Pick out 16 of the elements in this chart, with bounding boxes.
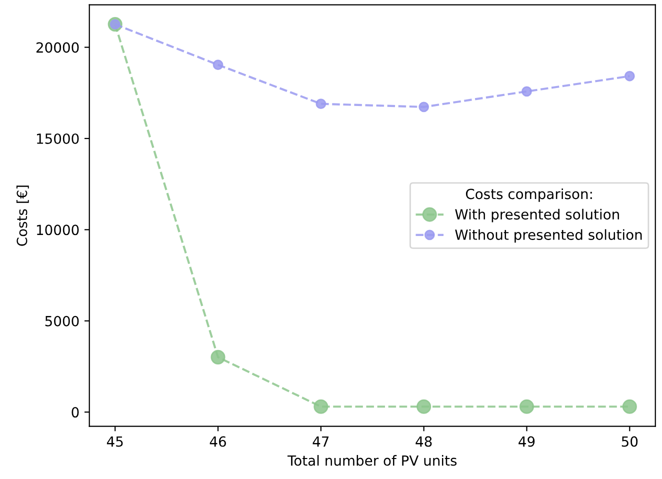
x-tick-label: 47 [312,436,329,447]
y-tick-label: 5000 [45,316,79,326]
y-tick-label: 15000 [36,133,79,144]
x-tick-label: 50 [622,436,638,447]
x-tick-label: 48 [416,436,432,447]
y-tick-label: 10000 [36,224,79,236]
legend-title: Costs comparison: [466,188,592,202]
y-axis-title: Costs [€] [16,186,29,246]
x-tick-label: 45 [106,436,123,447]
y-tick-label: 20000 [36,42,79,53]
y-tick-label: 0 [72,407,79,418]
legend-label: With presented solution [455,208,619,222]
x-axis-title: Total number of PV units [287,455,457,466]
legend-label: Without presented solution [455,229,642,243]
x-tick-label: 46 [210,436,226,447]
x-tick-label: 49 [518,436,535,447]
